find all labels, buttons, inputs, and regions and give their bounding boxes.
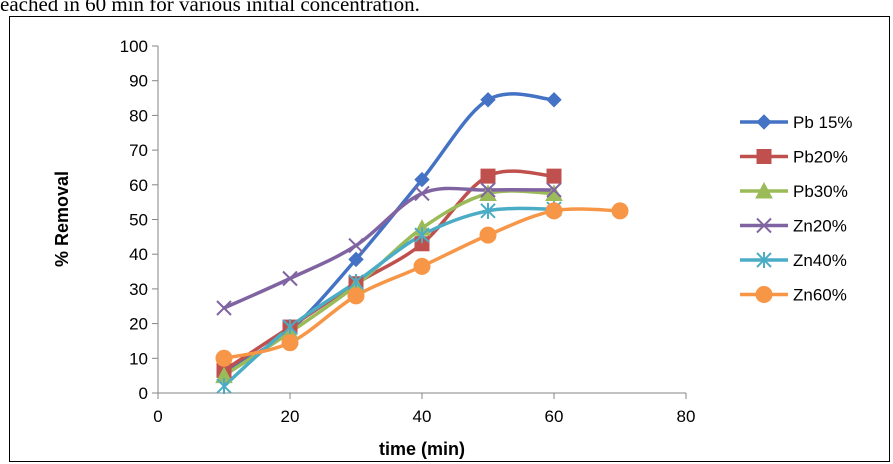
legend-item-zn40: Zn40%	[740, 251, 847, 270]
y-tick-label: 70	[129, 141, 148, 160]
legend-marker	[756, 114, 772, 130]
legend-label: Pb30%	[793, 182, 848, 201]
legend-marker	[756, 252, 772, 268]
legend-marker	[756, 149, 772, 164]
x-tick-label: 0	[153, 407, 162, 426]
y-tick-label: 0	[139, 384, 148, 403]
legend-item-pb20: Pb20%	[740, 148, 848, 167]
legend-item-zn60: Zn60%	[740, 286, 847, 305]
data-point-zn20	[282, 270, 298, 287]
legend-label: Zn60%	[793, 286, 847, 305]
legend-label: Zn20%	[793, 217, 847, 236]
legend-marker	[755, 181, 773, 199]
legend-marker	[755, 286, 773, 303]
data-point-zn20	[414, 185, 430, 202]
data-point-zn60	[479, 226, 497, 244]
legend: Pb 15% Pb20% Pb30% Zn20% Zn40% Zn60%	[740, 113, 853, 305]
x-tick-label: 20	[281, 407, 300, 426]
data-point-zn40	[414, 227, 430, 244]
data-point-zn40	[216, 378, 232, 395]
data-point-zn20	[216, 300, 232, 316]
x-tick-label: 40	[413, 407, 432, 426]
y-tick-label: 100	[120, 37, 148, 56]
legend-label: Pb20%	[793, 148, 848, 167]
y-tick-label: 10	[129, 349, 148, 368]
series-line-pb-15	[223, 92, 555, 374]
x-axis-label: time (min)	[379, 439, 465, 459]
data-point-zn40	[480, 202, 496, 219]
data-point-zn60	[347, 287, 365, 305]
data-point-zn60	[413, 257, 431, 275]
legend-label: Zn40%	[793, 251, 847, 270]
series-line-zn40	[222, 206, 555, 388]
chart-svg: 0 10 20 30 40 50 60 70 80 90 100 0 20 40 60 80 % Remov…	[52, 37, 853, 459]
data-point-zn60	[215, 349, 233, 367]
plot-area: 0 10 20 30 40 50 60 70 80 90 100 0 20 40 60 80	[120, 37, 696, 426]
x-tick-label: 60	[545, 407, 564, 426]
data-point-zn20	[480, 182, 496, 198]
data-point-zn40	[348, 273, 364, 290]
caption-text: eached in 60 min for various initial con…	[0, 0, 420, 16]
legend-item-pb-15: Pb 15%	[740, 113, 853, 132]
data-point-zn20	[348, 237, 364, 254]
data-point-pb20	[546, 168, 562, 184]
y-tick-label: 30	[129, 280, 148, 299]
data-point-zn40	[282, 319, 298, 336]
legend-marker	[756, 217, 772, 234]
data-point-zn20	[546, 182, 562, 198]
y-tick-group: 0 10 20 30 40 50 60 70 80 90 100	[120, 37, 158, 403]
y-axis-label: % Removal	[52, 171, 72, 267]
x-tick-label: 80	[677, 407, 696, 426]
legend-item-zn20: Zn20%	[740, 217, 847, 236]
legend-item-pb30: Pb30%	[740, 181, 848, 201]
y-tick-label: 80	[129, 106, 148, 125]
y-tick-label: 90	[129, 72, 148, 91]
x-tick-group: 0 20 40 60 80	[153, 393, 695, 426]
series-line-zn20	[223, 186, 555, 310]
y-tick-label: 50	[129, 211, 148, 230]
data-point-pb-15	[348, 251, 364, 268]
data-point-pb-15	[414, 171, 430, 188]
chart-frame: 0 10 20 30 40 50 60 70 80 90 100 0 20 40 60 80 % Remov…	[9, 16, 890, 462]
data-point-zn60	[281, 334, 299, 352]
data-point-zn60	[611, 202, 629, 220]
data-point-pb20	[480, 168, 496, 184]
legend-label: Pb 15%	[793, 113, 853, 132]
series-markers	[215, 92, 629, 395]
data-point-zn60	[545, 202, 563, 220]
y-tick-label: 40	[129, 245, 148, 264]
y-tick-label: 60	[129, 176, 148, 195]
data-point-pb-15	[480, 92, 496, 108]
y-tick-label: 20	[129, 315, 148, 334]
data-point-pb-15	[546, 92, 562, 108]
